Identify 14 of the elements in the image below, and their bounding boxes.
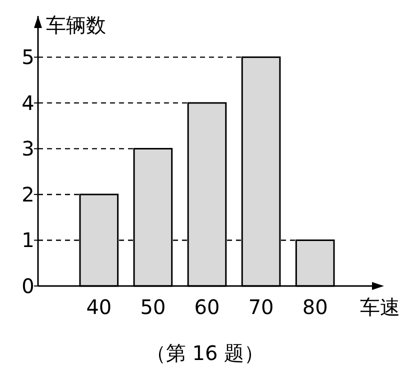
x-tick-label: 80 [302, 295, 328, 319]
x-tick-label: 60 [194, 295, 220, 319]
x-axis-title: 车速 [360, 295, 400, 319]
x-tick-label: 70 [248, 295, 274, 319]
x-tick-label: 50 [140, 295, 166, 319]
y-tick-label: 4 [22, 90, 34, 115]
y-tick-label: 5 [22, 45, 34, 70]
y-axis-title: 车辆数 [46, 13, 106, 37]
y-tick-label: 0 [22, 274, 34, 298]
x-tick-label: 40 [86, 295, 112, 319]
text: （第 16 题） [146, 341, 264, 365]
y-tick-label: 2 [22, 182, 34, 206]
y-tick-label: 1 [22, 228, 34, 252]
y-tick-label: 3 [22, 136, 34, 161]
